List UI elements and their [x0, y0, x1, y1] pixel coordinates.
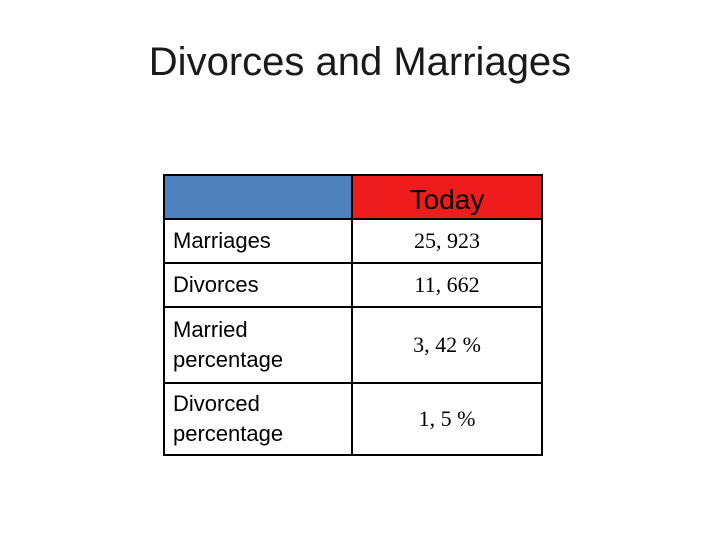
- table-row: Marriages 25, 923: [163, 218, 543, 264]
- row-value: 25, 923: [351, 218, 543, 264]
- header-cell: Today: [351, 174, 543, 220]
- row-label: Marriages: [163, 218, 353, 264]
- table-row: Divorces 11, 662: [163, 262, 543, 308]
- slide-title: Divorces and Marriages: [148, 40, 572, 84]
- header-corner: [163, 174, 353, 220]
- header-row: Today: [163, 174, 543, 220]
- row-label: Married percentage: [163, 306, 353, 384]
- row-value: 11, 662: [351, 262, 543, 308]
- row-value: 3, 42 %: [351, 306, 543, 384]
- row-label: Divorced percentage: [163, 382, 353, 456]
- table-row: Divorced percentage 1, 5 %: [163, 382, 543, 456]
- row-value: 1, 5 %: [351, 382, 543, 456]
- table-row: Married percentage 3, 42 %: [163, 306, 543, 384]
- row-label: Divorces: [163, 262, 353, 308]
- data-table: Today Marriages 25, 923 Divorces 11, 662…: [163, 174, 543, 456]
